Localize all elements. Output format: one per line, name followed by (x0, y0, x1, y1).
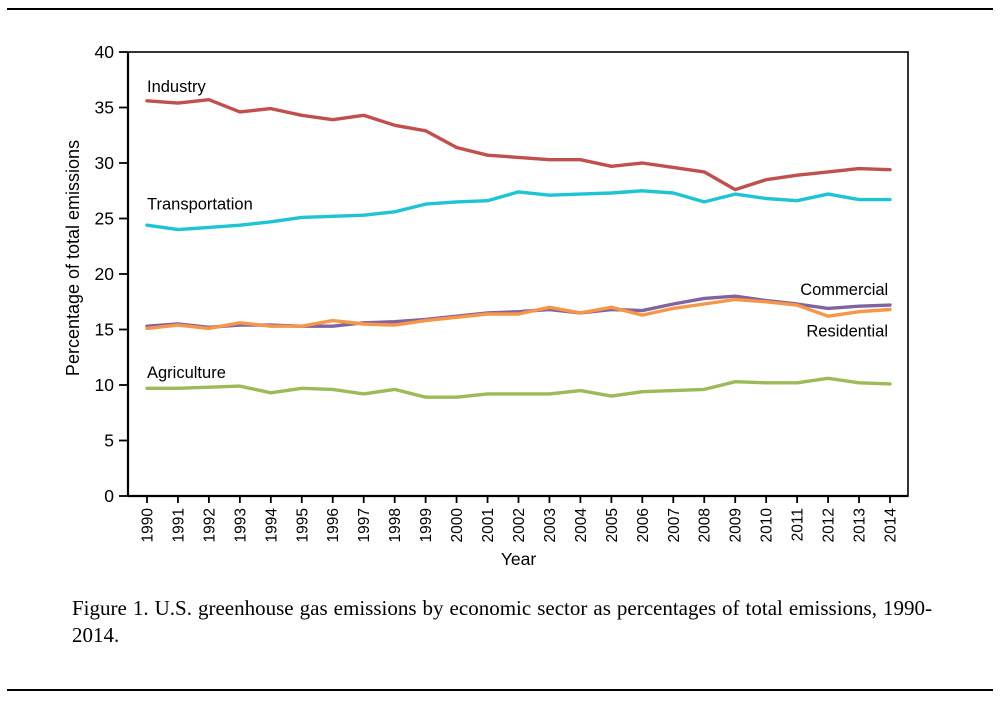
plot-frame (127, 51, 909, 497)
x-tick-label: 2006 (635, 508, 652, 542)
series-line-commercial (145, 294, 892, 329)
y-tick-label: 0 (104, 486, 114, 506)
figure-caption: Figure 1. U.S. greenhouse gas emissions … (72, 596, 932, 647)
chart-canvas: 0 5 10 15 20 25 30 35 40 1990 1991 1992 1993 1994 1995… (63, 42, 909, 569)
y-tick-label: 35 (95, 98, 114, 118)
x-tick-label: 2005 (604, 508, 621, 542)
x-tick-label: 1992 (201, 508, 218, 542)
x-tick-label: 2008 (697, 508, 714, 542)
y-tick-label: 25 (95, 209, 114, 229)
series-label-residential: Residential (806, 323, 888, 341)
x-tick-label: 1991 (170, 508, 187, 542)
y-tick-label: 5 (104, 431, 114, 451)
series-label-industry: Industry (147, 78, 206, 96)
series-line-industry (145, 97, 892, 192)
y-tick-label: 15 (95, 320, 114, 340)
x-tick-label: 2007 (666, 508, 683, 542)
x-tick-label: 1997 (356, 508, 373, 542)
x-tick-label: 1994 (263, 508, 280, 543)
x-tick-label: 2009 (728, 508, 745, 542)
bottom-rule (7, 689, 993, 691)
x-tick-label: 2001 (480, 508, 497, 542)
series-line-transportation (145, 189, 892, 232)
x-tick-label: 2002 (511, 508, 528, 542)
series-line-residential (145, 297, 892, 331)
x-tick-label: 1995 (294, 508, 311, 542)
x-tick-label: 2014 (882, 508, 899, 543)
x-tick-label: 2000 (449, 508, 466, 543)
x-tick-label: 2012 (821, 508, 838, 542)
x-tick-label: 2013 (852, 508, 869, 542)
top-rule (7, 8, 993, 10)
x-tick-label: 2003 (542, 508, 559, 542)
x-tick-label: 1998 (387, 508, 404, 542)
x-tick-label: 2011 (790, 508, 807, 541)
y-axis-title: Percentage of total emissions (63, 140, 83, 376)
x-tick-label: 1993 (232, 508, 249, 542)
series-line-agriculture (145, 376, 892, 399)
series-label-agriculture: Agriculture (147, 364, 226, 382)
x-tick-label: 2010 (759, 508, 776, 543)
x-tick-label: 2004 (573, 508, 590, 543)
series-label-commercial: Commercial (800, 281, 888, 299)
emissions-line-chart: 0 5 10 15 20 25 30 35 40 1990 1991 1992 1993 1994 1995… (63, 42, 909, 569)
y-tick-label: 20 (95, 264, 115, 284)
y-tick-label: 30 (95, 153, 115, 173)
x-axis-title: Year (501, 549, 537, 569)
x-tick-label: 1996 (325, 508, 342, 542)
series-label-transportation: Transportation (147, 196, 253, 214)
x-tick-label: 1990 (140, 508, 157, 543)
y-tick-label: 40 (95, 42, 115, 62)
y-tick-label: 10 (95, 375, 115, 395)
x-tick-label: 1999 (418, 508, 435, 542)
